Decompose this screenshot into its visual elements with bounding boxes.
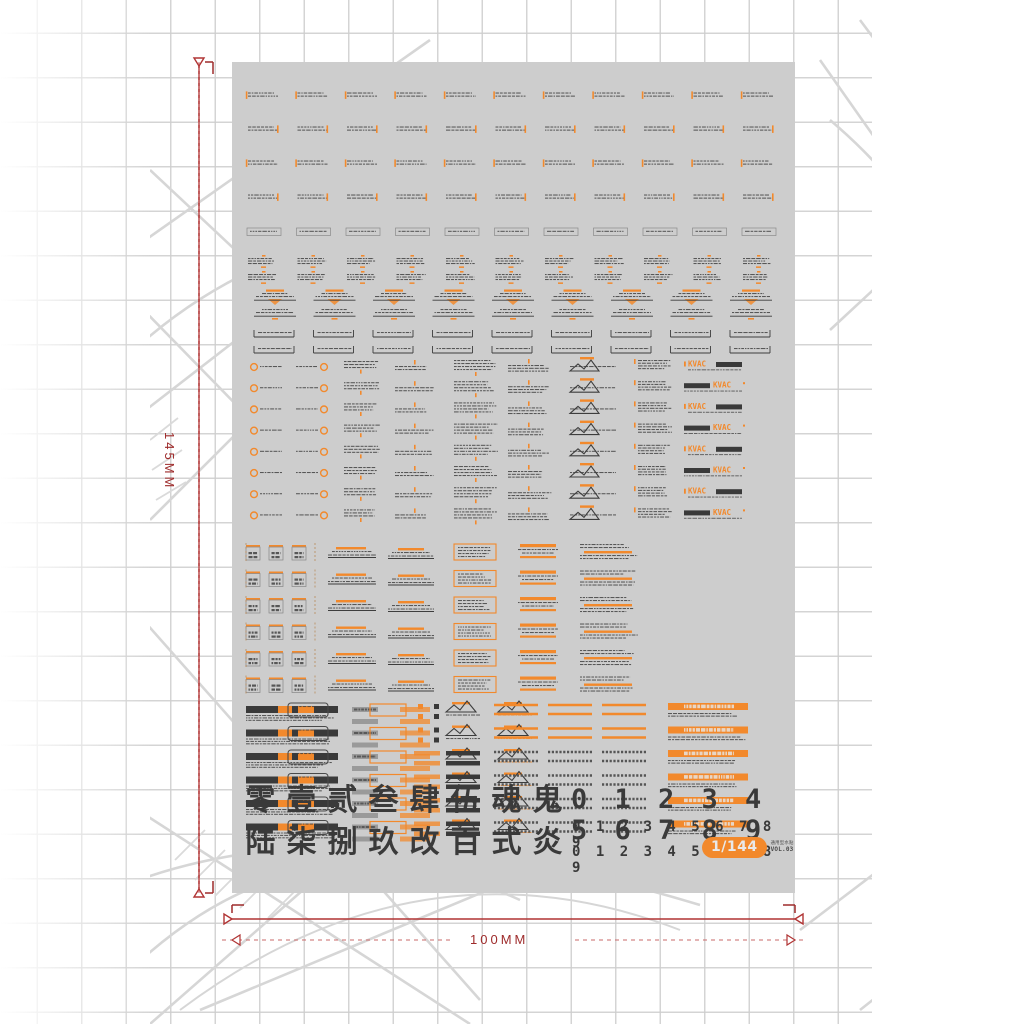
cjk-glyph: 柒	[281, 828, 322, 858]
cjk-glyph: 陆	[240, 828, 281, 858]
cjk-glyph: 魂	[486, 786, 527, 816]
cjk-glyph: 捌	[322, 828, 363, 858]
scale-volume: VOL.03	[771, 847, 794, 853]
horizontal-dimension-label: 100MM	[470, 932, 528, 947]
cjk-glyph: 壹	[281, 786, 322, 816]
scale-badge-side: 通用型水贴 VOL.03	[771, 842, 794, 853]
cjk-numeral-row-1: 零壹贰叁肆伍魂鬼	[240, 786, 568, 816]
cjk-glyph: 鬼	[527, 786, 568, 816]
cjk-glyph: 零	[240, 786, 281, 816]
cjk-glyph: 百	[445, 828, 486, 858]
vertical-dimension-label: 145MM	[162, 432, 177, 490]
blueprint-canvas: 145MM 100MM KVAC KVAC KVAC KVAC KVAC KVAC KVAC…	[0, 0, 1024, 1024]
cjk-numeral-row-2: 陆柒捌玖改百式炎	[240, 828, 568, 858]
cjk-glyph: 炎	[527, 828, 568, 858]
glyph-band: 零壹贰叁肆伍魂鬼 陆柒捌玖改百式炎 0 1 2 3 4 5 6 7 8 9 0 …	[232, 62, 795, 893]
decal-sheet: KVAC KVAC KVAC KVAC KVAC KVAC KVAC KVAC 零壹贰叁肆伍魂…	[232, 62, 795, 893]
cjk-glyph: 贰	[322, 786, 363, 816]
cjk-glyph: 伍	[445, 786, 486, 816]
cjk-glyph: 式	[486, 828, 527, 858]
scale-pill: 1/144	[702, 837, 767, 858]
cjk-glyph: 玖	[363, 828, 404, 858]
cjk-glyph: 叁	[363, 786, 404, 816]
cjk-glyph: 肆	[404, 786, 445, 816]
scale-badge: 1/144 通用型水贴 VOL.03	[702, 837, 794, 858]
cjk-glyph: 改	[404, 828, 445, 858]
